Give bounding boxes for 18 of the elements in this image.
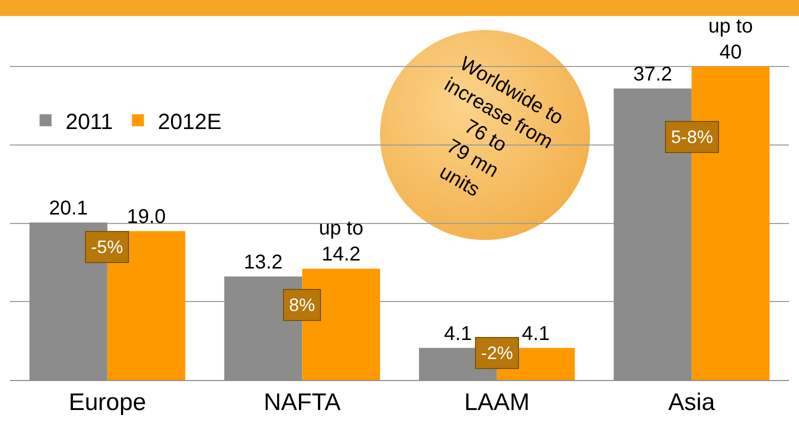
data-label: 19.0 xyxy=(126,206,166,228)
annotation: -5% xyxy=(91,237,124,257)
data-label: up to 14.2 xyxy=(318,218,364,266)
x-tick-label: Asia xyxy=(668,388,716,416)
data-label: 4.1 xyxy=(444,322,472,345)
data-label: up to 40 xyxy=(708,16,753,64)
x-tick-label: LAAM xyxy=(464,388,530,416)
data-label: 20.1 xyxy=(48,197,88,220)
legend-label: 2011 xyxy=(66,108,113,134)
annotation: 8% xyxy=(289,295,316,315)
x-tick-label: NAFTA xyxy=(264,388,341,416)
annotation: -2% xyxy=(481,343,514,363)
annotation: 5-8% xyxy=(671,127,714,147)
x-tick-label: Europe xyxy=(68,388,146,416)
data-label: 4.1 xyxy=(522,322,550,345)
legend-label: 2012E xyxy=(158,108,222,134)
data-label: 37.2 xyxy=(633,63,672,86)
data-label: 13.2 xyxy=(244,252,283,274)
